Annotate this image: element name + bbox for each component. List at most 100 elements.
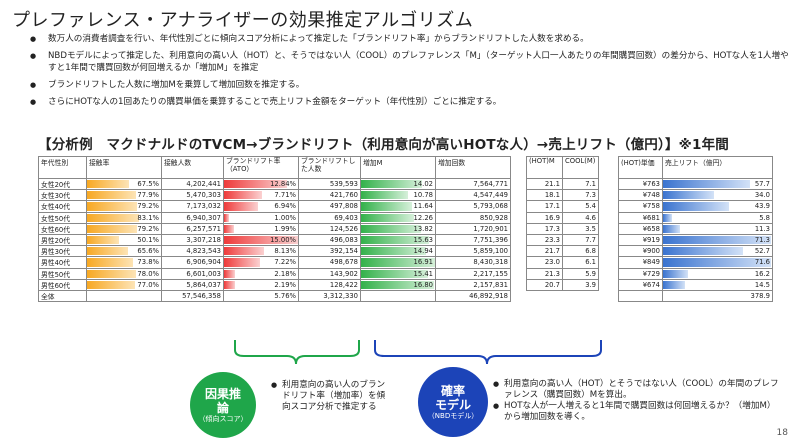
incm-cell-value: 14.02 — [413, 180, 433, 189]
ato-cell-bar — [224, 247, 265, 256]
lifted-cell-value: 497,808 — [329, 202, 358, 211]
cool-m-cell: 7.7 — [562, 233, 599, 247]
table-row: 男性20代 50.1% 3,307,218 15.00% 496,083 15.63 7,7… — [38, 233, 511, 247]
count-cell-value: 850,928 — [479, 213, 508, 222]
causal-label-2: 論 — [216, 401, 229, 415]
hot-m-cell-value: 23.3 — [544, 236, 560, 245]
count-cell-value: 2,157,831 — [473, 280, 508, 289]
segment-cell-value: 男性30代 — [41, 248, 71, 257]
count-cell-value: 8,430,318 — [473, 258, 508, 267]
cool-m-cell: 6.8 — [562, 245, 599, 258]
total-rate-cell — [86, 289, 162, 303]
segment-cell: 男性60代 — [38, 278, 87, 291]
count-cell: 850,928 — [435, 211, 511, 224]
sales-lift-cell-bar — [663, 280, 685, 289]
cool-m-cell-value: 4.6 — [585, 213, 596, 222]
count-cell: 5,859,100 — [435, 245, 511, 258]
causal-inference-badge: 因果推 論 （傾向スコア） — [190, 372, 256, 438]
table-row: 23.3 7.7 — [526, 233, 599, 247]
page-number: 18 — [776, 428, 788, 438]
reach-rate-cell: 67.5% — [86, 177, 162, 191]
count-cell: 5,793,068 — [435, 200, 511, 213]
segment-cell: 男性50代 — [38, 267, 87, 280]
table-row: 18.1 7.3 — [526, 189, 599, 202]
ato-cell: 12.84% — [223, 177, 299, 191]
reach-rate-cell: 78.0% — [86, 267, 162, 280]
sales-lift-cell-value: 52.7 — [754, 247, 770, 256]
total-incm-cell — [360, 289, 436, 303]
segment-cell-value: 男性60代 — [41, 281, 71, 290]
sales-lift-cell-value: 57.7 — [754, 180, 770, 189]
table-row: ¥900 52.7 — [618, 245, 773, 258]
incm-cell: 15.41 — [360, 267, 436, 280]
ato-cell: 7.22% — [223, 256, 299, 269]
table-row: ¥849 71.6 — [618, 256, 773, 269]
ato-cell-value: 7.22% — [274, 258, 296, 267]
lifted-cell: 421,760 — [298, 189, 361, 202]
main-table: 年代性別 接触率 接触人数 ブランドリフト率（ATO） ブランドリフトした人数 … — [38, 156, 511, 303]
count-cell: 7,751,396 — [435, 233, 511, 247]
hot-m-cell-value: 21.3 — [544, 269, 560, 278]
incm-cell-bar — [361, 258, 435, 267]
cool-m-cell-value: 7.7 — [585, 236, 596, 245]
total-label-cell: 全体 — [38, 289, 87, 303]
count-cell-value: 1,720,901 — [473, 224, 508, 233]
hot-m-cell: 18.1 — [526, 189, 563, 202]
sales-lift-cell: 14.5 — [662, 278, 773, 291]
reach-cell-value: 6,940,307 — [186, 213, 221, 222]
sales-lift-cell: 71.3 — [662, 233, 773, 247]
hot-m-cell-value: 20.7 — [544, 280, 560, 289]
segment-cell: 女性50代 — [38, 211, 87, 224]
segment-cell-value: 男性20代 — [41, 237, 71, 246]
hot-m-cell: 21.3 — [526, 267, 563, 280]
incm-cell-bar — [361, 213, 415, 222]
segment-cell-value: 男性50代 — [41, 270, 71, 279]
table-row: ¥674 14.5 — [618, 278, 773, 291]
col-header-lifted: ブランドリフトした人数 — [298, 156, 361, 179]
incm-cell-value: 12.26 — [413, 213, 433, 222]
intro-bullets: 数万人の消費者調査を行い、年代性別ごとに傾向スコア分析によって推定した「ブランド… — [30, 33, 790, 113]
incm-cell-bar — [361, 235, 430, 245]
prob-note: HOTな人が一人増えると1年間で購買回数は何回増えるか？（増加M）から増加回数を… — [493, 401, 783, 423]
segment-cell: 女性20代 — [38, 177, 87, 191]
col-header-hot-m: (HOT)M — [526, 156, 563, 179]
bullet-item: 数万人の消費者調査を行い、年代性別ごとに傾向スコア分析によって推定した「ブランド… — [30, 33, 790, 45]
unit-price-cell: ¥849 — [618, 256, 663, 269]
sales-lift-cell: 16.2 — [662, 267, 773, 280]
incm-cell-value: 13.82 — [413, 224, 433, 233]
table-row: 男性60代 77.0% 5,864,037 2.19% 128,422 16.80 2,15… — [38, 278, 511, 291]
count-cell-value: 5,793,068 — [473, 202, 508, 211]
sales-lift-cell-bar — [663, 247, 743, 256]
total-row: 378.9 — [618, 289, 773, 303]
ato-cell-bar — [224, 258, 260, 267]
hot-m-cell-value: 23.0 — [544, 258, 560, 267]
lifted-cell-value: 69,403 — [334, 213, 358, 222]
cool-m-cell: 5.9 — [562, 267, 599, 280]
analysis-subtitle: 【分析例 マクドナルドのTVCM→ブランドリフト（利用意向が高いHOTな人）→売… — [38, 137, 729, 153]
sales-lift-cell-bar — [663, 191, 715, 200]
col-header-sales-lift: 売上リフト（億円） — [662, 156, 773, 179]
count-cell: 1,720,901 — [435, 222, 511, 235]
table-row: ¥658 11.3 — [618, 222, 773, 235]
table-row: 20.7 3.9 — [526, 278, 599, 291]
sales-lift-cell-bar — [663, 224, 681, 233]
total-count-cell: 46,892,918 — [435, 289, 511, 303]
unit-price-cell: ¥748 — [618, 189, 663, 202]
count-cell-value: 5,859,100 — [473, 247, 508, 256]
lifted-cell: 128,422 — [298, 278, 361, 291]
sales-lift-cell-value: 43.9 — [754, 202, 770, 211]
unit-price-cell-value: ¥674 — [642, 280, 660, 289]
reach-rate-cell-value: 79.2% — [137, 224, 159, 233]
sales-lift-cell-value: 34.0 — [754, 191, 770, 200]
total-row: 全体 57,546,358 5.76% 3,312,330 46,892,918 — [38, 289, 511, 303]
count-cell: 2,217,155 — [435, 267, 511, 280]
sales-lift-cell-value: 11.3 — [754, 224, 770, 233]
reach-rate-cell-value: 65.6% — [137, 247, 159, 256]
sales-lift-cell: 52.7 — [662, 245, 773, 258]
reach-rate-cell-bar — [87, 202, 137, 211]
table-row: 21.1 7.1 — [526, 177, 599, 191]
segment-cell: 男性20代 — [38, 233, 87, 247]
sales-lift-cell-value: 71.6 — [754, 258, 770, 267]
ato-cell-value: 2.18% — [274, 269, 296, 278]
hot-m-cell-value: 17.1 — [544, 202, 560, 211]
